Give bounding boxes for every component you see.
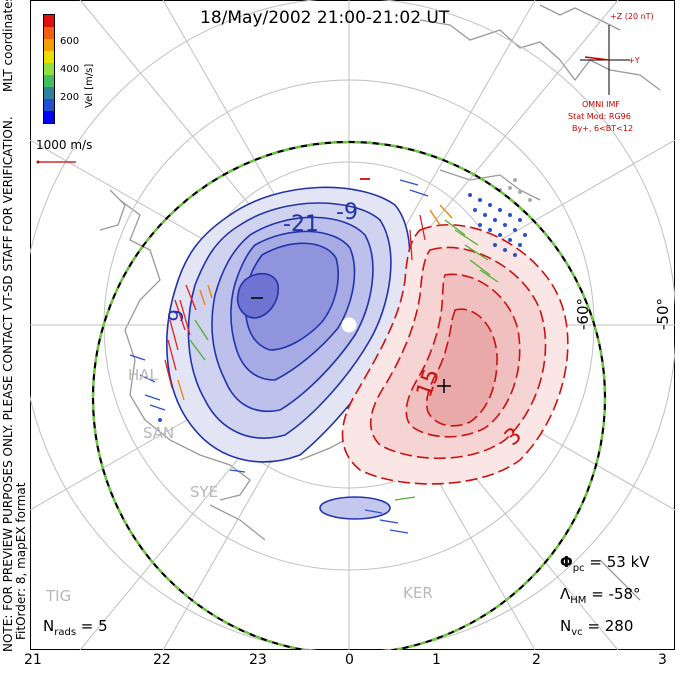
contour-label-minus-21: -21 xyxy=(283,212,319,237)
lambda-subscript: HM xyxy=(570,595,587,606)
phi-pc-value: 53 kV xyxy=(606,553,650,571)
latitude-label-60: -60° xyxy=(574,298,592,330)
convection-map xyxy=(30,0,675,650)
contour-label-minus-9: -9 xyxy=(336,200,358,225)
colorbar-swatch xyxy=(44,39,54,51)
negative-potential-cell xyxy=(166,186,411,463)
colorbar-swatch xyxy=(44,111,54,123)
reference-vector-label: 1000 m/s xyxy=(36,138,93,152)
phi-subscript: pc xyxy=(572,563,585,574)
n-rads-stat: Nrads = 5 xyxy=(43,617,108,638)
latitude-label-50: -50° xyxy=(654,298,672,330)
imf-condition-label: By+, 6<BT<12 xyxy=(572,124,634,133)
map-title: 18/May/2002 21:00-21:02 UT xyxy=(200,8,450,28)
colorbar-tick-600: 600 xyxy=(60,36,80,47)
lambda-symbol: Λ xyxy=(560,585,571,603)
phi-pc-stat: Φpc = 53 kV xyxy=(560,553,650,574)
imf-y-label: +Y xyxy=(628,56,640,65)
velocity-vectors xyxy=(129,178,532,534)
colorbar-swatch xyxy=(44,99,54,111)
colorbar-swatch xyxy=(44,27,54,39)
n-rads-value: 5 xyxy=(98,617,108,635)
station-label-hal: HAL xyxy=(128,366,158,384)
colorbar-swatch xyxy=(44,75,54,87)
mlt-tick-2: 2 xyxy=(532,652,541,668)
mlt-tick-1: 1 xyxy=(432,652,441,668)
fit-order-info: FitOrder: 8, mapEX format xyxy=(14,482,28,640)
phi-symbol: Φ xyxy=(560,553,573,571)
nrads-symbol: N xyxy=(43,617,55,635)
nvc-subscript: vc xyxy=(571,627,583,638)
lambda-hm-stat: ΛHM = -58° xyxy=(560,585,641,606)
colorbar-tick-400: 400 xyxy=(60,64,80,75)
secondary-negative-cell xyxy=(319,496,391,520)
imf-z-label: +Z (20 nT) xyxy=(610,12,654,21)
colorbar-swatch xyxy=(44,63,54,75)
mlt-tick-21: 21 xyxy=(24,652,42,668)
stat-mod-label: Stat Mod: RG96 xyxy=(568,112,631,121)
station-label-sye: SYE xyxy=(190,483,219,501)
colorbar-tick-200: 200 xyxy=(60,92,80,103)
n-vc-value: 280 xyxy=(604,617,634,635)
mlt-tick-23: 23 xyxy=(249,652,267,668)
mlt-tick-22: 22 xyxy=(153,652,171,668)
mlt-tick-0: 0 xyxy=(345,652,354,668)
imf-source-label: OMNI IMF xyxy=(582,100,620,109)
imf-dial xyxy=(580,25,630,95)
station-label-san: SAN xyxy=(143,424,175,442)
nrads-subscript: rads xyxy=(54,627,77,638)
colorbar-swatch xyxy=(44,51,54,63)
preview-notice: NOTE: FOR PREVIEW PURPOSES ONLY. PLEASE … xyxy=(1,116,15,652)
lambda-hm-value: -58° xyxy=(608,585,641,603)
mlt-tick-3: 3 xyxy=(658,652,667,668)
station-label-ker: KER xyxy=(403,584,433,602)
colorbar-swatch xyxy=(44,15,54,27)
n-vc-stat: Nvc = 280 xyxy=(560,617,634,638)
colorbar-swatch xyxy=(44,87,54,99)
station-label-tig: TIG xyxy=(46,587,72,605)
positive-potential-cell xyxy=(341,224,569,485)
nvc-symbol: N xyxy=(560,617,572,635)
mlt-coordinates-label: MLT coordinates xyxy=(1,0,15,92)
colorbar xyxy=(43,14,55,124)
colorbar-label: Vel [m/s] xyxy=(84,63,95,108)
